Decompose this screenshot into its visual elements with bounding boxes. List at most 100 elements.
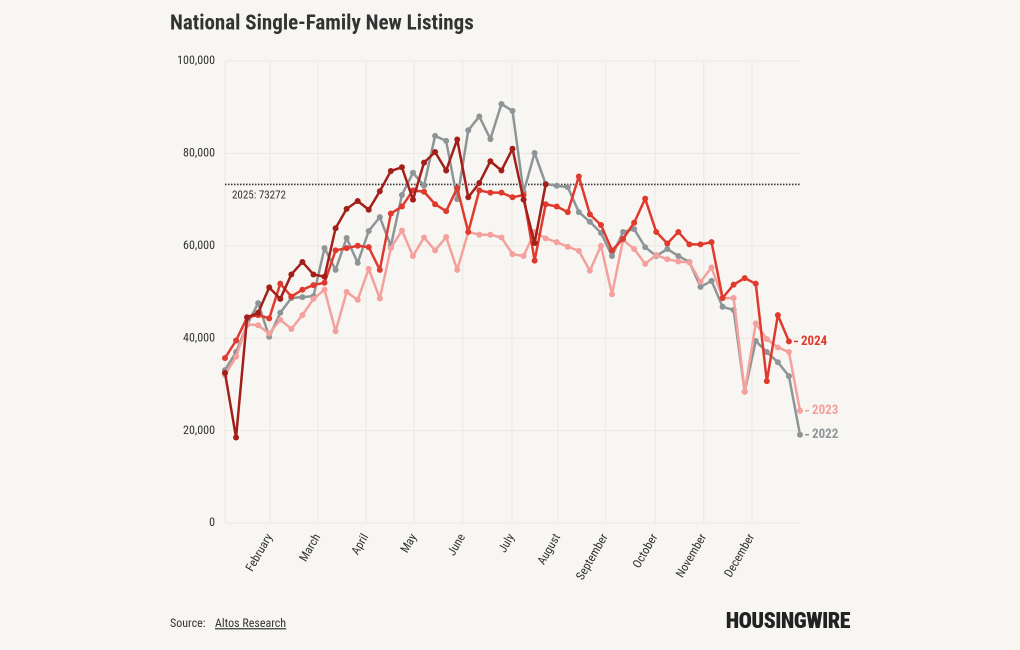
data-point [564, 243, 571, 250]
data-point [409, 252, 416, 259]
data-point [343, 234, 350, 241]
data-point [310, 295, 317, 302]
data-point [642, 244, 649, 251]
data-point [255, 309, 262, 316]
data-point [741, 275, 748, 282]
data-point [675, 228, 682, 235]
series: 2024 [222, 173, 828, 385]
data-point [741, 388, 748, 395]
data-point [354, 259, 361, 266]
y-tick-label: 100,000 [177, 53, 215, 67]
data-point [752, 320, 759, 327]
data-point [299, 258, 306, 265]
data-point [476, 179, 483, 186]
data-point [299, 294, 306, 301]
data-point [465, 194, 472, 201]
data-point [321, 286, 328, 293]
data-point [509, 251, 516, 258]
data-point [631, 226, 638, 233]
data-point [586, 218, 593, 225]
data-point [332, 225, 339, 232]
data-point [542, 181, 549, 188]
data-point [365, 206, 372, 213]
data-point [763, 349, 770, 356]
data-point [398, 203, 405, 210]
data-point [266, 284, 273, 291]
source-label: Source: [170, 616, 206, 630]
data-point [277, 316, 284, 323]
data-point [288, 271, 295, 278]
data-point [365, 228, 372, 235]
data-point [763, 378, 770, 385]
data-point [664, 240, 671, 247]
data-point [564, 184, 571, 191]
data-point [443, 167, 450, 174]
data-point [675, 252, 682, 259]
data-point [476, 113, 483, 120]
data-point [310, 271, 317, 278]
data-point [443, 208, 450, 215]
y-tick-label: 20,000 [183, 423, 215, 437]
data-point [487, 136, 494, 143]
data-point [620, 235, 627, 242]
data-point [432, 132, 439, 139]
data-point [564, 209, 571, 216]
data-point [785, 349, 792, 356]
data-point [763, 336, 770, 343]
data-point [730, 295, 737, 302]
data-point [288, 325, 295, 332]
data-point [686, 259, 693, 266]
data-point [354, 296, 361, 303]
data-point [288, 293, 295, 300]
data-point [432, 149, 439, 156]
y-tick-label: 60,000 [183, 238, 215, 252]
series-label: 2024 [801, 334, 828, 349]
data-point [785, 373, 792, 380]
data-point [409, 169, 416, 176]
data-point [487, 231, 494, 238]
source-link[interactable]: Altos Research [215, 616, 286, 630]
data-point [575, 173, 582, 180]
data-point [487, 158, 494, 165]
y-tick-label: 80,000 [183, 146, 215, 160]
data-point [321, 273, 328, 280]
data-point [387, 167, 394, 174]
data-point [542, 235, 549, 242]
series: 2023 [222, 227, 838, 418]
y-tick-label: 40,000 [183, 330, 215, 344]
data-point [310, 282, 317, 289]
chart-title: National Single-Family New Listings [170, 12, 474, 36]
data-point [708, 239, 715, 246]
data-point [376, 295, 383, 302]
series-label: 2023 [812, 403, 838, 418]
data-point [631, 246, 638, 253]
data-point [343, 205, 350, 212]
data-point [586, 267, 593, 274]
data-point [697, 283, 704, 290]
data-point [365, 244, 372, 251]
series [222, 136, 549, 441]
data-point [653, 228, 660, 235]
data-point [498, 189, 505, 196]
data-point [443, 234, 450, 241]
data-point [299, 312, 306, 319]
data-point [421, 188, 428, 195]
data-point [498, 167, 505, 174]
data-point [575, 209, 582, 216]
data-point [487, 189, 494, 196]
data-point [774, 359, 781, 366]
data-point [387, 245, 394, 252]
data-point [531, 149, 538, 156]
data-point [409, 196, 416, 203]
data-point [332, 266, 339, 273]
data-point [642, 195, 649, 202]
data-point [465, 127, 472, 134]
data-point [642, 260, 649, 267]
data-point [299, 286, 306, 293]
data-point [542, 201, 549, 208]
data-point [376, 266, 383, 273]
data-point [432, 247, 439, 254]
data-point [332, 247, 339, 254]
data-point [509, 107, 516, 114]
